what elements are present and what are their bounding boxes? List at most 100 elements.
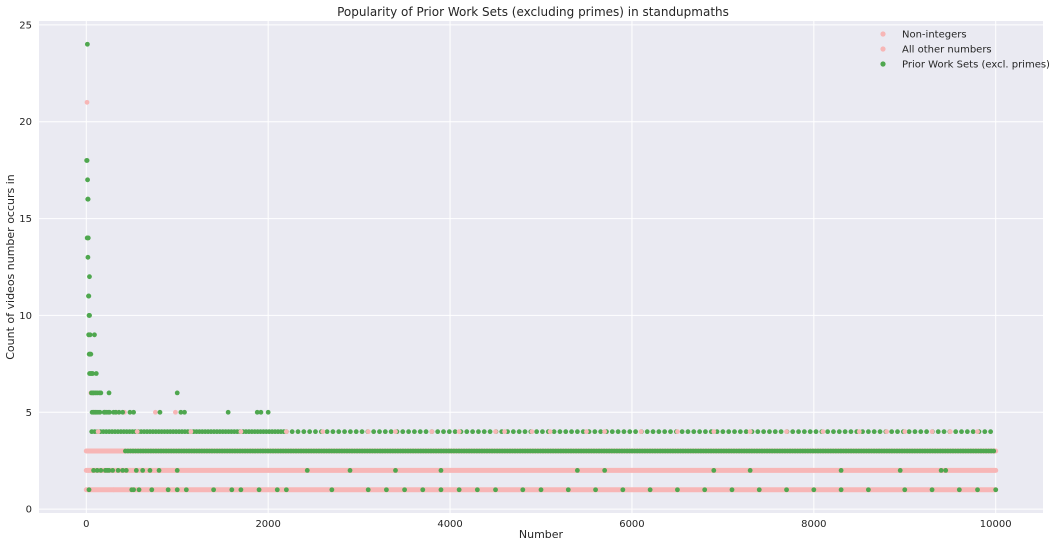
y-tick-label: 25 [19,20,32,31]
prior-work-sets-excl-primes-point [877,429,883,435]
prior-work-sets-excl-primes-point [551,429,557,435]
all-other-numbers-point [638,429,644,435]
prior-work-sets-excl-primes-point [943,467,949,473]
prior-work-sets-excl-primes-point [516,429,522,435]
all-other-numbers-point [134,429,140,435]
y-tick-label: 15 [19,214,32,225]
y-tick-label: 0 [26,505,32,516]
x-tick-label: 2000 [255,519,280,530]
all-other-numbers-point [365,429,371,435]
all-other-numbers-point [429,429,435,435]
all-other-numbers-point [584,429,589,435]
prior-work-sets-excl-primes-point [520,487,526,493]
all-other-numbers-point [493,429,498,435]
all-other-numbers-point [173,409,178,415]
prior-work-sets-excl-primes-point [438,467,444,473]
prior-work-sets-excl-primes-point [668,429,673,435]
prior-work-sets-excl-primes-point [92,332,97,338]
prior-work-sets-excl-primes-point [265,409,271,415]
prior-work-sets-excl-primes-point [711,467,717,473]
prior-work-sets-excl-primes-point [87,332,93,338]
non-integers-point [111,487,116,493]
prior-work-sets-excl-primes-point [98,467,104,473]
all-other-numbers-point [884,429,889,435]
all-other-numbers-point [784,429,789,435]
prior-work-sets-excl-primes-point [557,429,563,435]
prior-work-sets-excl-primes-point [842,429,848,435]
prior-work-sets-excl-primes-point [924,429,929,435]
prior-work-sets-excl-primes-point [324,429,330,435]
prior-work-sets-excl-primes-point [157,409,163,415]
prior-work-sets-excl-primes-point [790,429,796,435]
prior-work-sets-excl-primes-point [813,429,819,435]
prior-work-sets-excl-primes-point [865,429,871,435]
prior-work-sets-excl-primes-point [86,293,92,299]
all-other-numbers-point [547,429,553,435]
prior-work-sets-excl-primes-point [691,429,697,435]
prior-work-sets-excl-primes-point [895,429,900,435]
prior-work-sets-excl-primes-point [98,390,104,396]
x-tick-label: 4000 [437,519,462,530]
all-other-numbers-point [238,429,244,435]
all-other-numbers-point [529,429,535,435]
prior-work-sets-excl-primes-point [84,158,90,163]
x-tick-label: 6000 [619,519,644,530]
prior-work-sets-excl-primes-point [456,487,462,493]
prior-work-sets-excl-primes-point [474,487,480,493]
prior-work-sets-excl-primes-point [85,177,90,183]
prior-work-sets-excl-primes-point [510,429,516,435]
prior-work-sets-excl-primes-point [592,429,598,435]
prior-work-sets-excl-primes-point [726,429,732,435]
prior-work-sets-excl-primes-point [178,409,184,415]
prior-work-sets-excl-primes-point [702,487,708,493]
legend-marker-all-other-numbers [880,46,886,52]
prior-work-sets-excl-primes-point [174,467,180,473]
prior-work-sets-excl-primes-point [912,429,918,435]
prior-work-sets-excl-primes-point [743,429,749,435]
plot-area [39,21,1043,513]
prior-work-sets-excl-primes-point [133,467,139,473]
prior-work-sets-excl-primes-point [838,467,844,473]
prior-work-sets-excl-primes-point [87,313,92,318]
prior-work-sets-excl-primes-point [522,429,528,435]
prior-work-sets-excl-primes-point [289,429,295,435]
prior-work-sets-excl-primes-point [438,487,444,493]
all-other-numbers-point [393,429,398,435]
prior-work-sets-excl-primes-point [423,429,429,435]
prior-work-sets-excl-primes-point [402,487,407,493]
prior-work-sets-excl-primes-point [865,487,871,493]
prior-work-sets-excl-primes-point [94,467,100,473]
y-tick-labels: 0 5 10 15 20 25 [19,20,32,515]
prior-work-sets-excl-primes-point [254,409,260,415]
all-other-numbers-point [747,429,753,435]
all-other-numbers-point [153,409,158,415]
all-other-numbers-point [820,429,826,435]
x-tick-labels: 0 2000 4000 6000 8000 10000 [83,519,1012,530]
prior-work-sets-excl-primes-point [993,487,999,493]
prior-work-sets-excl-primes-point [420,487,426,493]
all-other-numbers-point [188,429,194,435]
prior-work-sets-excl-primes-point [598,429,604,435]
prior-work-sets-excl-primes-point [621,429,627,435]
x-axis-label: Number [519,528,564,541]
prior-work-sets-excl-primes-point [441,429,446,435]
prior-work-sets-excl-primes-point [902,487,908,493]
prior-work-sets-excl-primes-point [929,487,935,493]
prior-work-sets-excl-primes-point [540,429,545,435]
prior-work-sets-excl-primes-point [120,409,126,415]
prior-work-sets-excl-primes-point [889,429,895,435]
prior-work-sets-excl-primes-point [336,429,342,435]
prior-work-sets-excl-primes-point [156,467,162,473]
prior-work-sets-excl-primes-point [347,429,353,435]
prior-work-sets-excl-primes-point [761,429,767,435]
all-other-numbers-point [502,429,508,435]
prior-work-sets-excl-primes-point [131,487,136,493]
prior-work-sets-excl-primes-point [991,448,997,454]
prior-work-sets-excl-primes-point [647,487,653,493]
prior-work-sets-excl-primes-point [615,429,621,435]
all-other-numbers-point [84,99,90,105]
prior-work-sets-excl-primes-point [307,429,313,435]
prior-work-sets-excl-primes-point [106,390,112,396]
prior-work-sets-excl-primes-point [110,467,116,473]
